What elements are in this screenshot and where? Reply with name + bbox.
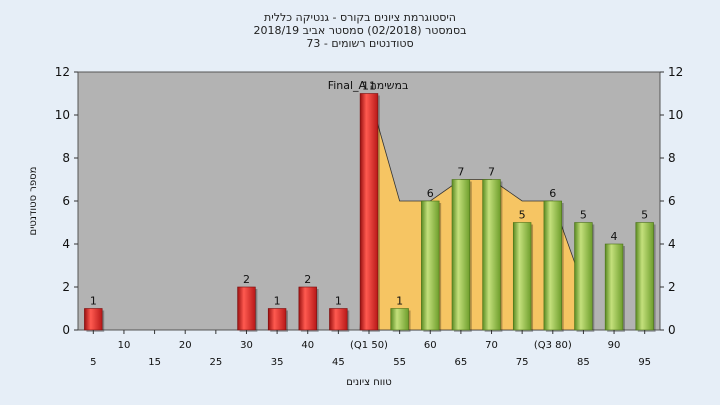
bar-value-label: 11: [362, 80, 376, 93]
bar-value-label: 5: [641, 209, 648, 222]
bar-rect: [451, 179, 471, 331]
bar-rect: [84, 308, 103, 331]
bar-Q150: [359, 93, 380, 332]
y-tick-label-right: 4: [668, 237, 676, 251]
bar-value-label: 6: [427, 187, 434, 200]
x-tick-label: 70: [485, 340, 498, 351]
y-tick-label-left: 6: [62, 194, 70, 208]
y-tick-label-left: 8: [62, 151, 70, 165]
x-tick-label: 95: [638, 357, 651, 368]
y-tick-label-left: 0: [62, 323, 70, 337]
x-tick-label: 60: [424, 340, 437, 351]
annotation-label: Final_A במשימה: [328, 79, 409, 92]
x-tick-label: 10: [118, 340, 131, 351]
bar-90: [604, 243, 625, 332]
bar-45: [329, 308, 350, 332]
bar-65: [451, 179, 472, 332]
y-tick-label-right: 10: [668, 108, 683, 122]
bar-value-label: 7: [488, 166, 495, 179]
chart-title-line-2: בסמסטר (02/2018) סמסטר אביב 2018/19: [253, 24, 466, 37]
bar-70: [482, 179, 503, 332]
x-tick-label: 15: [148, 357, 161, 368]
bar-value-label: 1: [396, 295, 403, 308]
chart-title-line-3: סטודנטים רשומים - 73: [306, 37, 413, 50]
y-tick-label-right: 6: [668, 194, 676, 208]
bar-5: [84, 308, 105, 332]
bar-95: [635, 222, 656, 332]
bar-rect: [329, 308, 348, 331]
bar-value-label: 1: [274, 295, 281, 308]
bar-value-label: 1: [335, 295, 342, 308]
bar-rect: [390, 308, 409, 331]
bar-85: [574, 222, 595, 332]
x-tick-label: 5: [90, 357, 96, 368]
bar-value-label: 2: [304, 273, 311, 286]
x-tick-label: (Q3 80): [534, 340, 572, 351]
x-axis-label: טווח ציונים: [346, 377, 391, 388]
bar-40: [298, 286, 319, 332]
bar-rect: [574, 222, 593, 331]
y-tick-label-left: 2: [62, 280, 70, 294]
bar-value-label: 5: [519, 209, 526, 222]
bar-value-label: 6: [549, 187, 556, 200]
x-tick-label: 45: [332, 357, 345, 368]
y-tick-label-right: 2: [668, 280, 676, 294]
bar-35: [267, 308, 288, 332]
x-tick-label: 35: [271, 357, 284, 368]
bar-rect: [359, 93, 379, 331]
bar-75: [512, 222, 534, 332]
x-tick-label: 65: [455, 357, 468, 368]
y-tick-label-left: 12: [55, 65, 70, 79]
bars-layer: [84, 93, 656, 332]
bar-55: [390, 308, 411, 332]
bar-rect: [635, 222, 654, 331]
bar-rect: [604, 243, 624, 331]
x-tick-label: 40: [301, 340, 314, 351]
y-tick-label-right: 0: [668, 323, 676, 337]
y-tick-label-left: 4: [62, 237, 70, 251]
x-tick-label: 85: [577, 357, 590, 368]
bar-rect: [237, 286, 256, 331]
bar-rect: [482, 179, 501, 331]
x-tick-label: 25: [209, 357, 222, 368]
bar-rect: [421, 200, 440, 331]
y-tick-label-left: 10: [55, 108, 70, 122]
bar-30: [237, 286, 258, 332]
bar-rect: [267, 308, 287, 331]
x-tick-label: 75: [516, 357, 529, 368]
x-tick-label: 30: [240, 340, 253, 351]
x-tick-label: (Q1 50): [350, 340, 388, 351]
bar-rect: [298, 286, 317, 331]
bar-value-label: 2: [243, 273, 250, 286]
bar-rect: [512, 222, 532, 331]
x-tick-label: 55: [393, 357, 406, 368]
bar-Q380: [543, 200, 564, 332]
bar-rect: [543, 200, 562, 331]
x-tick-label: 20: [179, 340, 192, 351]
y-tick-label-right: 12: [668, 65, 683, 79]
bar-value-label: 4: [611, 230, 618, 243]
x-tick-label: 90: [608, 340, 621, 351]
bar-value-label: 5: [580, 209, 587, 222]
y-tick-label-right: 8: [668, 151, 676, 165]
chart-title-line-1: היסטוגרמת ציונים בקורס - גנטיקה כללית: [264, 11, 456, 24]
bar-60: [421, 200, 442, 332]
bar-value-label: 1: [90, 295, 97, 308]
y-axis-label: מספר סטודנטים: [28, 167, 39, 236]
bar-value-label: 7: [457, 166, 464, 179]
